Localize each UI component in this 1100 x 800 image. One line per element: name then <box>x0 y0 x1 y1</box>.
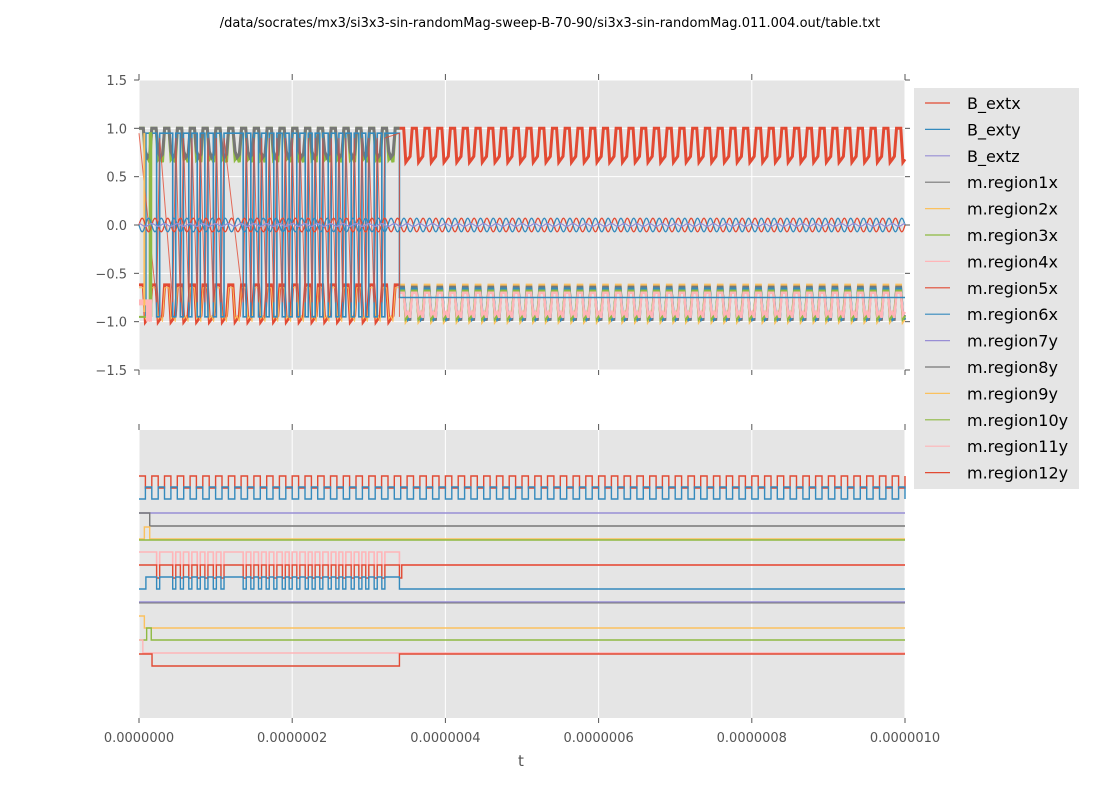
y-tick-label: −0.5 <box>95 267 127 282</box>
trace-m-region11y <box>139 639 905 654</box>
top-axes: 1.5 1.0 0.5 0.0 −0.5 −1.0 −1.5 <box>95 74 910 379</box>
trace-b-exty <box>138 217 906 233</box>
legend: B_extx B_exty B_extz m.region1x m.region2x m.… <box>914 88 1079 489</box>
bottom-traces <box>139 475 906 667</box>
x-tick-label: 0.0000000 <box>104 731 174 746</box>
trace-b-extz <box>138 222 906 228</box>
legend-label: m.region4x <box>967 252 1058 271</box>
x-ticks: 0.0000000 0.0000002 0.0000004 0.0000006 0.00… <box>104 74 940 746</box>
legend-label: m.region6x <box>967 305 1058 324</box>
x-tick-label: 0.0000002 <box>257 731 327 746</box>
trace-m-region1x <box>139 512 905 527</box>
legend-label: m.region7y <box>967 332 1058 351</box>
legend-label: B_exty <box>967 120 1021 140</box>
legend-label: m.region2x <box>967 200 1058 219</box>
y-tick-label: 1.5 <box>106 74 127 89</box>
legend-label: m.region10y <box>967 411 1068 430</box>
trace-m-region12y <box>139 653 905 667</box>
y-tick-label: 1.0 <box>106 122 127 137</box>
legend-label: m.region1x <box>967 173 1058 192</box>
trace-m-region10y <box>139 627 905 641</box>
trace-upper-band-red <box>399 126 907 167</box>
legend-label: m.region5x <box>967 279 1058 298</box>
y-tick-label: 0.5 <box>106 171 127 186</box>
trace-m-region4x <box>139 551 905 566</box>
trace-b-extx <box>139 475 906 489</box>
legend-label: m.region9y <box>967 384 1058 403</box>
trace-m-region6x <box>139 576 905 590</box>
trace-lower-band <box>399 291 907 319</box>
trace-upper-band-gray <box>139 126 400 161</box>
trace-m-region5x <box>138 132 400 317</box>
legend-label: B_extz <box>967 147 1020 167</box>
trace-b-exty <box>139 486 906 500</box>
legend-label: m.region11y <box>967 437 1068 456</box>
y-tick-label: −1.0 <box>95 316 127 331</box>
trace-m-region9y <box>139 615 905 629</box>
chart-title: /data/socrates/mx3/si3x3-sin-randomMag-s… <box>220 16 880 31</box>
y-tick-label: 0.0 <box>106 219 127 234</box>
x-tick-label: 0.0000008 <box>717 731 787 746</box>
top-traces <box>138 126 907 326</box>
trace-m-region6x <box>139 132 905 318</box>
legend-label: m.region3x <box>967 226 1058 245</box>
x-tick-label: 0.0000004 <box>410 731 480 746</box>
legend-label: m.region12y <box>967 464 1068 483</box>
legend-box <box>914 88 1079 489</box>
x-tick-label: 0.0000010 <box>870 731 940 746</box>
x-tick-label: 0.0000006 <box>563 731 633 746</box>
legend-label: B_extx <box>967 94 1021 114</box>
bottom-axes <box>138 430 906 718</box>
y-tick-label: −1.5 <box>95 364 127 379</box>
trace-m-region4x <box>139 299 152 322</box>
legend-label: m.region8y <box>967 358 1058 377</box>
trace-m-region2x <box>139 526 905 540</box>
top-y-ticks: 1.5 1.0 0.5 0.0 −0.5 −1.0 −1.5 <box>95 74 910 379</box>
x-axis-label: t <box>518 752 524 770</box>
